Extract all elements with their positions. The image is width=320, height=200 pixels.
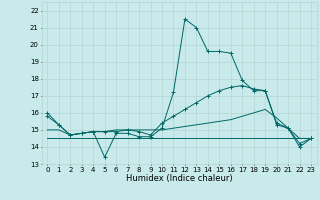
- X-axis label: Humidex (Indice chaleur): Humidex (Indice chaleur): [126, 174, 233, 183]
